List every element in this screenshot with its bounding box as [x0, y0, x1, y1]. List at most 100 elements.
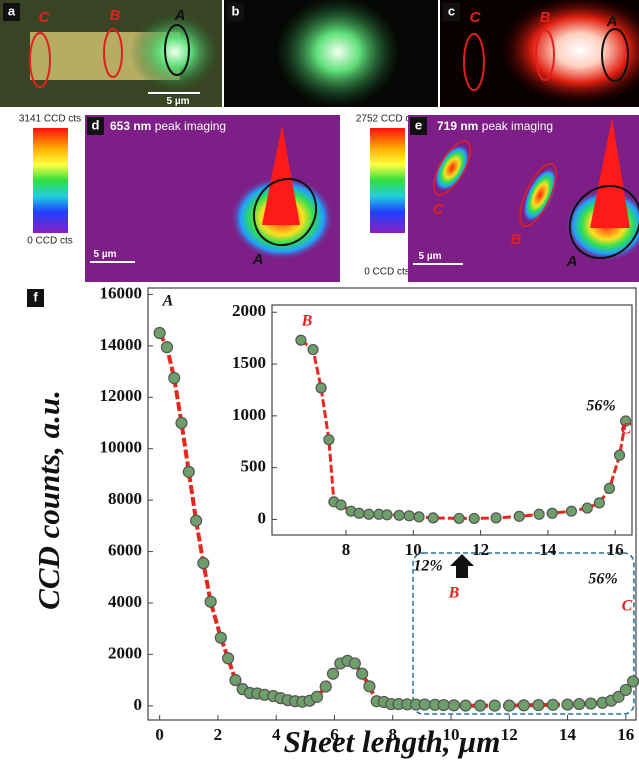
data-point — [169, 373, 180, 384]
tag: C — [39, 9, 51, 26]
data-point — [414, 512, 424, 522]
panel-c: C B A c — [440, 0, 639, 107]
y-tick-label: 14000 — [100, 335, 143, 354]
x-tick-label: 14 — [539, 540, 557, 559]
data-point — [191, 515, 202, 526]
data-point — [308, 345, 318, 355]
data-point — [311, 691, 322, 702]
data-point — [547, 508, 557, 518]
x-tick-label: 12 — [501, 725, 518, 744]
y-tick-label: 0 — [134, 695, 143, 714]
y-tick-label: 2000 — [232, 301, 266, 320]
data-point — [533, 700, 544, 711]
data-point — [328, 668, 339, 679]
panel-label: d — [92, 117, 100, 132]
data-point — [324, 435, 334, 445]
y-axis-label: CCD counts, a.u. — [31, 390, 66, 610]
panel-title: 653 nm peak imaging — [110, 119, 226, 133]
data-point — [364, 681, 375, 692]
tag: A — [606, 13, 618, 30]
data-point — [460, 700, 471, 711]
panel-title: 719 nm peak imaging — [437, 119, 553, 133]
data-point — [154, 328, 165, 339]
data-point — [364, 509, 374, 519]
y-tick-label: 8000 — [108, 489, 142, 508]
data-point — [594, 498, 604, 508]
y-tick-label: 10000 — [100, 438, 143, 457]
panel-a: C B A 5 µm a — [0, 0, 222, 107]
data-point — [382, 510, 392, 520]
y-tick-label: 6000 — [108, 540, 142, 559]
panel-e: 2752 CCD cts 0 CCD cts C B A 5 µm e 719 … — [356, 114, 639, 282]
panel-label: f — [33, 289, 38, 304]
data-point — [215, 632, 226, 643]
plot-frame — [272, 305, 632, 535]
shape — [276, 0, 400, 107]
tag: B — [540, 9, 551, 26]
scale-label: 5 µm — [94, 249, 117, 260]
x-tick-label: 8 — [342, 540, 351, 559]
tag: B — [511, 231, 522, 248]
panel-label: a — [8, 3, 16, 18]
data-point — [230, 675, 241, 686]
x-tick-label: 4 — [272, 725, 281, 744]
x-tick-label: 0 — [155, 725, 164, 744]
data-point — [582, 503, 592, 513]
x-tick-label: 8 — [388, 725, 397, 744]
data-point — [562, 699, 573, 710]
data-point — [438, 700, 449, 711]
panel-b: b — [224, 0, 438, 107]
tag: C — [470, 9, 482, 26]
data-point — [428, 513, 438, 523]
data-point — [585, 698, 596, 709]
y-tick-label: 16000 — [100, 283, 143, 302]
annotation: C — [622, 598, 633, 615]
data-point — [615, 450, 625, 460]
x-tick-label: 16 — [607, 540, 624, 559]
colorbar-min: 0 CCD cts — [364, 267, 410, 278]
data-point — [518, 700, 529, 711]
data-point — [336, 500, 346, 510]
data-point — [161, 342, 172, 353]
y-tick-label: 12000 — [100, 386, 143, 405]
data-point — [491, 513, 501, 523]
y-tick-label: 4000 — [108, 592, 142, 611]
y-tick-label: 1500 — [232, 353, 266, 372]
panel-title-rest: peak imaging — [482, 119, 553, 133]
data-point — [205, 596, 216, 607]
shape — [130, 12, 220, 92]
annotation: C — [621, 421, 632, 438]
y-tick-label: 1000 — [232, 405, 266, 424]
data-point — [469, 513, 479, 523]
annotation: B — [448, 585, 460, 602]
annotation: B — [301, 313, 313, 330]
data-point — [404, 511, 414, 521]
x-tick-label: 12 — [472, 540, 489, 559]
panel-title-bold: 653 nm — [110, 119, 151, 133]
tag: C — [433, 201, 445, 218]
data-point — [448, 700, 459, 711]
panel-title-bold: 719 nm — [437, 119, 478, 133]
x-tick-label: 6 — [330, 725, 339, 744]
data-point — [534, 509, 544, 519]
data-point — [504, 700, 515, 711]
x-tick-label: 10 — [442, 725, 459, 744]
annotation: 56% — [588, 571, 617, 588]
panel-label: c — [448, 3, 455, 18]
data-point — [223, 653, 234, 664]
colorbar-min: 0 CCD cts — [27, 236, 73, 247]
y-tick-label: 500 — [241, 457, 267, 476]
data-point — [320, 681, 331, 692]
data-point — [176, 418, 187, 429]
scale-label: 5 µm — [419, 251, 442, 262]
annotation: 12% — [413, 558, 442, 575]
data-point — [475, 700, 486, 711]
scale-label: 5 µm — [167, 96, 190, 107]
data-point — [514, 511, 524, 521]
data-point — [349, 658, 360, 669]
colorbar-max: 3141 CCD cts — [19, 114, 81, 125]
data-point — [394, 510, 404, 520]
data-point — [547, 699, 558, 710]
y-tick-label: 2000 — [108, 643, 142, 662]
data-point — [419, 699, 430, 710]
